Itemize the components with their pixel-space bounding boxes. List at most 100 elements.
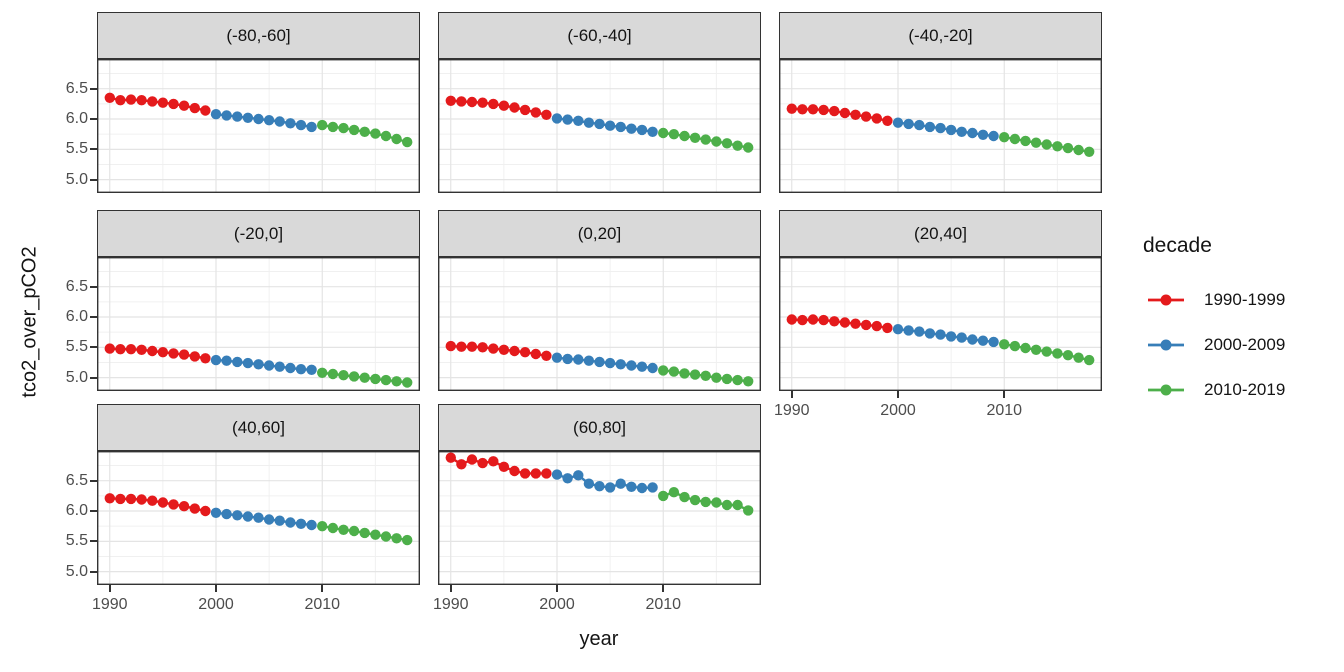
data-point — [860, 319, 872, 331]
data-point — [488, 343, 499, 354]
legend-entry — [1147, 378, 1185, 402]
data-point — [797, 314, 808, 326]
data-point — [1084, 354, 1095, 366]
data-point — [530, 348, 541, 360]
series-line — [450, 344, 547, 357]
facet-strip-label: (0,20] — [577, 223, 622, 243]
data-point — [594, 481, 605, 492]
facet-strip: (20,40] — [779, 210, 1102, 257]
data-point — [636, 361, 648, 372]
data-point — [732, 374, 743, 386]
data-point — [147, 495, 158, 506]
data-point — [391, 133, 402, 145]
data-point — [668, 129, 680, 140]
data-point — [636, 482, 648, 494]
data-point — [285, 517, 296, 528]
data-point — [700, 496, 711, 508]
y-tick-label: 6.0 — [65, 110, 88, 128]
facet-strip-label: (-80,-60] — [226, 25, 291, 45]
data-point — [604, 357, 616, 369]
series-line — [791, 107, 888, 122]
series-line — [109, 347, 206, 360]
facet-strip-label: (60,80] — [573, 417, 626, 437]
data-point — [988, 336, 999, 348]
facet-strip: (-20,0] — [97, 210, 420, 257]
data-point — [136, 95, 147, 106]
data-point — [956, 332, 967, 343]
data-point — [1084, 146, 1095, 157]
data-point — [178, 501, 190, 512]
series-line — [215, 511, 312, 527]
data-point — [829, 316, 840, 327]
y-axis-tick-mark — [90, 346, 97, 349]
facet-strip-label: (-20,0] — [233, 223, 284, 243]
data-point — [882, 115, 893, 126]
data-point — [498, 100, 510, 111]
data-point — [839, 107, 851, 119]
data-point — [647, 482, 658, 493]
y-tick-label: 5.0 — [65, 368, 88, 386]
data-point — [700, 370, 711, 381]
x-axis-tick-mark — [449, 585, 452, 592]
facet-strip: (0,20] — [438, 210, 761, 257]
x-tick-label: 2010 — [304, 596, 341, 613]
data-point — [583, 355, 595, 366]
legend-key-icon — [1148, 339, 1184, 351]
y-tick-label: 6.5 — [65, 471, 88, 489]
facet-strip: (-60,-40] — [438, 12, 761, 59]
data-point — [914, 119, 925, 131]
data-point — [562, 473, 573, 484]
data-point — [263, 115, 275, 126]
data-point — [956, 126, 967, 137]
data-point — [1009, 340, 1021, 352]
facet-panel — [779, 257, 1102, 391]
legend-key-point — [1160, 384, 1172, 396]
facet-strip-label: (-60,-40] — [567, 25, 632, 45]
data-point — [530, 468, 541, 479]
y-tick-label: 5.5 — [65, 140, 88, 158]
y-tick-label: 6.5 — [65, 79, 88, 97]
data-point — [466, 341, 478, 352]
x-tick-label: 1990 — [773, 402, 810, 419]
data-point — [850, 109, 861, 120]
data-point — [221, 110, 232, 121]
data-point — [253, 113, 264, 125]
data-point — [370, 128, 381, 139]
x-axis-tick-mark — [790, 391, 793, 398]
data-point — [402, 534, 413, 546]
data-point — [903, 118, 914, 130]
data-point — [359, 126, 370, 137]
data-point — [295, 364, 307, 375]
data-point — [263, 360, 275, 371]
facet-panel — [438, 59, 761, 193]
data-point — [658, 127, 669, 139]
data-point — [125, 344, 137, 355]
data-point — [380, 531, 392, 542]
data-point — [1030, 137, 1042, 148]
data-point — [945, 124, 957, 136]
data-point — [115, 493, 126, 505]
data-point — [562, 353, 573, 365]
data-point — [456, 341, 467, 352]
data-point — [200, 105, 211, 116]
data-point — [882, 322, 893, 334]
data-point — [977, 335, 989, 346]
data-point — [178, 349, 190, 360]
data-point — [285, 118, 296, 129]
x-axis-tick-mark — [215, 585, 217, 592]
data-point — [615, 478, 626, 489]
data-point — [562, 114, 573, 125]
data-point — [380, 130, 392, 142]
series-line — [897, 121, 994, 138]
y-axis-tick-mark — [90, 87, 97, 90]
facet-panel — [97, 451, 420, 585]
data-point — [573, 470, 584, 481]
x-axis-tick-mark — [1003, 391, 1006, 398]
panel-border — [97, 257, 420, 391]
data-point — [1052, 141, 1063, 152]
data-point — [391, 376, 402, 387]
y-axis-title: tco2_over_pCO2 — [18, 246, 41, 398]
data-point — [860, 111, 872, 122]
data-point — [679, 130, 690, 142]
